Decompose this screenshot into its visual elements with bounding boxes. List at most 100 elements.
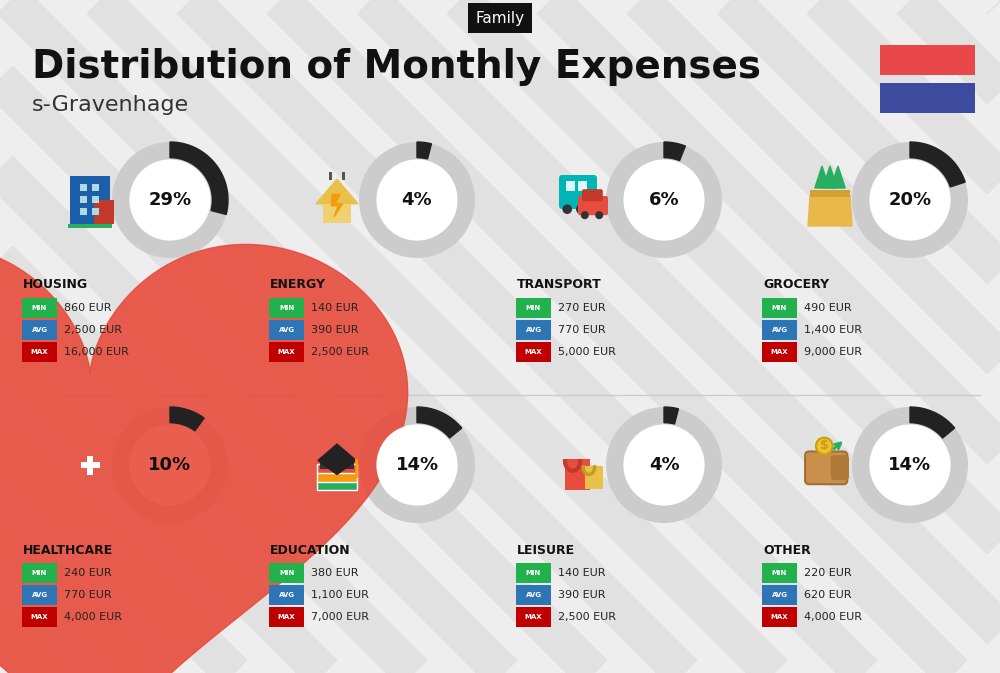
Circle shape [359,142,475,258]
FancyBboxPatch shape [80,208,87,215]
Polygon shape [331,194,343,217]
Text: AVG: AVG [526,592,542,598]
Text: TRANSPORT: TRANSPORT [517,279,602,291]
FancyBboxPatch shape [880,83,975,113]
FancyBboxPatch shape [317,464,357,473]
Text: 29%: 29% [148,191,192,209]
Text: 390 EUR: 390 EUR [311,325,358,335]
Text: 770 EUR: 770 EUR [558,325,606,335]
Text: 140 EUR: 140 EUR [558,568,606,578]
FancyBboxPatch shape [516,563,551,583]
Text: 7,000 EUR: 7,000 EUR [311,612,369,622]
Text: Distribution of Monthly Expenses: Distribution of Monthly Expenses [32,48,761,86]
FancyBboxPatch shape [516,298,551,318]
FancyBboxPatch shape [582,189,603,201]
Text: 20%: 20% [888,191,932,209]
Polygon shape [831,166,845,188]
Text: MIN: MIN [772,570,787,576]
Text: 4,000 EUR: 4,000 EUR [64,612,122,622]
FancyBboxPatch shape [92,184,99,191]
Text: MIN: MIN [32,305,47,311]
Circle shape [606,407,722,523]
FancyBboxPatch shape [269,563,304,583]
Text: 10%: 10% [148,456,192,474]
FancyBboxPatch shape [810,190,850,197]
Text: 380 EUR: 380 EUR [311,568,358,578]
FancyBboxPatch shape [87,456,93,474]
Polygon shape [808,196,852,226]
FancyBboxPatch shape [565,459,590,490]
FancyBboxPatch shape [94,200,114,224]
Text: LEISURE: LEISURE [517,544,575,557]
Polygon shape [318,444,356,474]
Circle shape [129,425,211,505]
FancyBboxPatch shape [80,184,87,191]
Text: MIN: MIN [32,570,47,576]
Text: Family: Family [475,11,525,26]
Text: HEALTHCARE: HEALTHCARE [23,544,113,557]
FancyBboxPatch shape [269,585,304,605]
FancyBboxPatch shape [22,563,57,583]
Polygon shape [910,142,965,187]
Text: $: $ [820,439,829,452]
FancyBboxPatch shape [22,342,57,362]
Text: MAX: MAX [278,349,295,355]
Text: MAX: MAX [278,614,295,620]
Circle shape [869,160,951,241]
Text: MIN: MIN [526,305,541,311]
Text: 2,500 EUR: 2,500 EUR [558,612,616,622]
Polygon shape [815,166,829,188]
Text: 4%: 4% [402,191,432,209]
Text: 6%: 6% [649,191,679,209]
FancyBboxPatch shape [516,320,551,340]
Text: 860 EUR: 860 EUR [64,303,112,313]
Circle shape [581,211,589,219]
FancyBboxPatch shape [317,481,357,490]
Circle shape [112,407,228,523]
Circle shape [576,205,586,214]
Text: 2,500 EUR: 2,500 EUR [311,347,369,357]
Text: 770 EUR: 770 EUR [64,590,112,600]
FancyBboxPatch shape [762,607,797,627]
Circle shape [376,160,458,241]
Polygon shape [316,179,358,204]
Polygon shape [664,142,685,161]
Text: AVG: AVG [772,592,788,598]
FancyBboxPatch shape [585,466,603,489]
Text: 16,000 EUR: 16,000 EUR [64,347,129,357]
Text: 620 EUR: 620 EUR [804,590,852,600]
FancyBboxPatch shape [566,181,575,191]
FancyBboxPatch shape [70,176,110,224]
Text: 140 EUR: 140 EUR [311,303,358,313]
Text: 14%: 14% [395,456,439,474]
FancyBboxPatch shape [762,585,797,605]
Polygon shape [910,407,955,438]
Text: 270 EUR: 270 EUR [558,303,606,313]
Text: AVG: AVG [32,327,48,333]
Text: MAX: MAX [771,614,788,620]
Text: GROCERY: GROCERY [763,279,829,291]
Text: 240 EUR: 240 EUR [64,568,112,578]
Text: 14%: 14% [888,456,932,474]
Text: MAX: MAX [771,349,788,355]
FancyBboxPatch shape [320,460,354,469]
Text: AVG: AVG [32,592,48,598]
Polygon shape [0,244,408,673]
Text: 4%: 4% [649,456,679,474]
Text: 490 EUR: 490 EUR [804,303,852,313]
Circle shape [562,205,572,214]
Circle shape [359,407,475,523]
Circle shape [376,425,458,505]
Circle shape [606,142,722,258]
FancyBboxPatch shape [22,585,57,605]
FancyBboxPatch shape [68,224,112,228]
FancyBboxPatch shape [880,45,975,75]
Polygon shape [664,407,678,424]
Text: 9,000 EUR: 9,000 EUR [804,347,862,357]
Text: 390 EUR: 390 EUR [558,590,606,600]
FancyBboxPatch shape [559,175,597,209]
Text: MIN: MIN [279,570,294,576]
FancyBboxPatch shape [269,607,304,627]
Polygon shape [823,166,837,188]
FancyBboxPatch shape [578,196,608,215]
